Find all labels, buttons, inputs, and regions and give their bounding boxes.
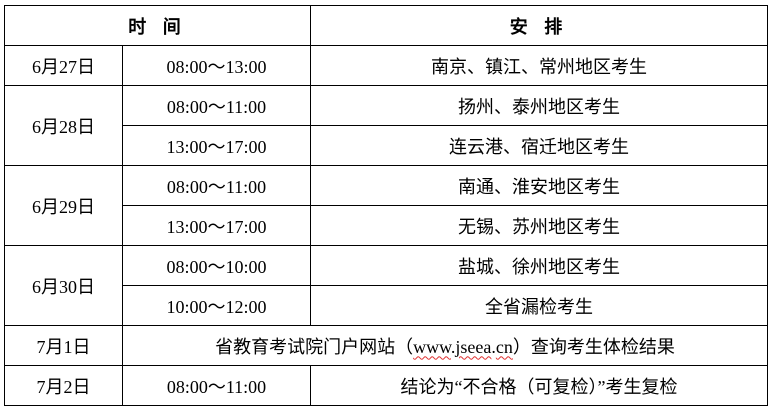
table-row: 13:00～17:00 无锡、苏州地区考生 [5, 205, 768, 246]
date-cell: 7月2日 [4, 365, 123, 406]
url-part: cn [495, 336, 513, 357]
time-cell: 08:00～11:00 [122, 85, 311, 126]
task-cell: 扬州、泰州地区考生 [310, 85, 768, 126]
table-row: 7月1日 省教育考试院门户网站（www.jseea.cn）查询考生体检结果 [4, 325, 768, 366]
url-part: www [413, 336, 451, 357]
url-dot: . [450, 336, 456, 357]
task-cell: 无锡、苏州地区考生 [310, 205, 768, 246]
task-cell: 省教育考试院门户网站（www.jseea.cn）查询考生体检结果 [122, 325, 768, 366]
table-row: 6月28日 08:00～11:00 扬州、泰州地区考生 [4, 85, 768, 166]
task-cell: 全省漏检考生 [310, 285, 768, 326]
table-row: 6月27日 08:00～13:00 南京、镇江、常州地区考生 [4, 45, 768, 86]
time-cell: 08:00～11:00 [122, 365, 311, 406]
task-cell: 南京、镇江、常州地区考生 [310, 45, 768, 86]
url-dot: . [491, 336, 496, 357]
task-cell: 连云港、宿迁地区考生 [310, 125, 768, 166]
task-text: ）查询考生体检结果 [512, 336, 675, 357]
date-cell: 6月30日 [4, 245, 123, 326]
date-cell: 7月1日 [4, 325, 123, 366]
time-cell: 13:00～17:00 [122, 125, 311, 166]
task-cell: 结论为“不合格（可复检）”考生复检 [310, 365, 768, 406]
time-cell: 10:00～12:00 [122, 285, 311, 326]
date-cell: 6月29日 [4, 165, 123, 246]
header-row: 时 间 安 排 [4, 5, 768, 46]
task-text: 省教育考试院门户网站（ [215, 336, 414, 357]
header-time: 时 间 [4, 5, 311, 46]
time-cell: 08:00～13:00 [122, 45, 311, 86]
date-cell: 6月27日 [4, 45, 123, 86]
header-arrangement: 安 排 [310, 5, 768, 46]
table-row: 13:00～17:00 连云港、宿迁地区考生 [5, 125, 768, 166]
url-part: jseea [455, 336, 492, 357]
time-cell: 13:00～17:00 [122, 205, 311, 246]
task-cell: 盐城、徐州地区考生 [310, 245, 768, 286]
date-cell: 6月28日 [4, 85, 123, 166]
schedule-table: 时 间 安 排 6月27日 08:00～13:00 南京、镇江、常州地区考生 6… [4, 5, 768, 406]
task-cell: 南通、淮安地区考生 [310, 165, 768, 206]
table-row: 6月30日 08:00～10:00 盐城、徐州地区考生 [4, 245, 768, 326]
table-row: 7月2日 08:00～11:00 结论为“不合格（可复检）”考生复检 [4, 365, 768, 406]
table-row: 10:00～12:00 全省漏检考生 [5, 285, 768, 326]
table-row: 6月29日 08:00～11:00 南通、淮安地区考生 [4, 165, 768, 246]
time-cell: 08:00～10:00 [122, 245, 311, 286]
time-cell: 08:00～11:00 [122, 165, 311, 206]
